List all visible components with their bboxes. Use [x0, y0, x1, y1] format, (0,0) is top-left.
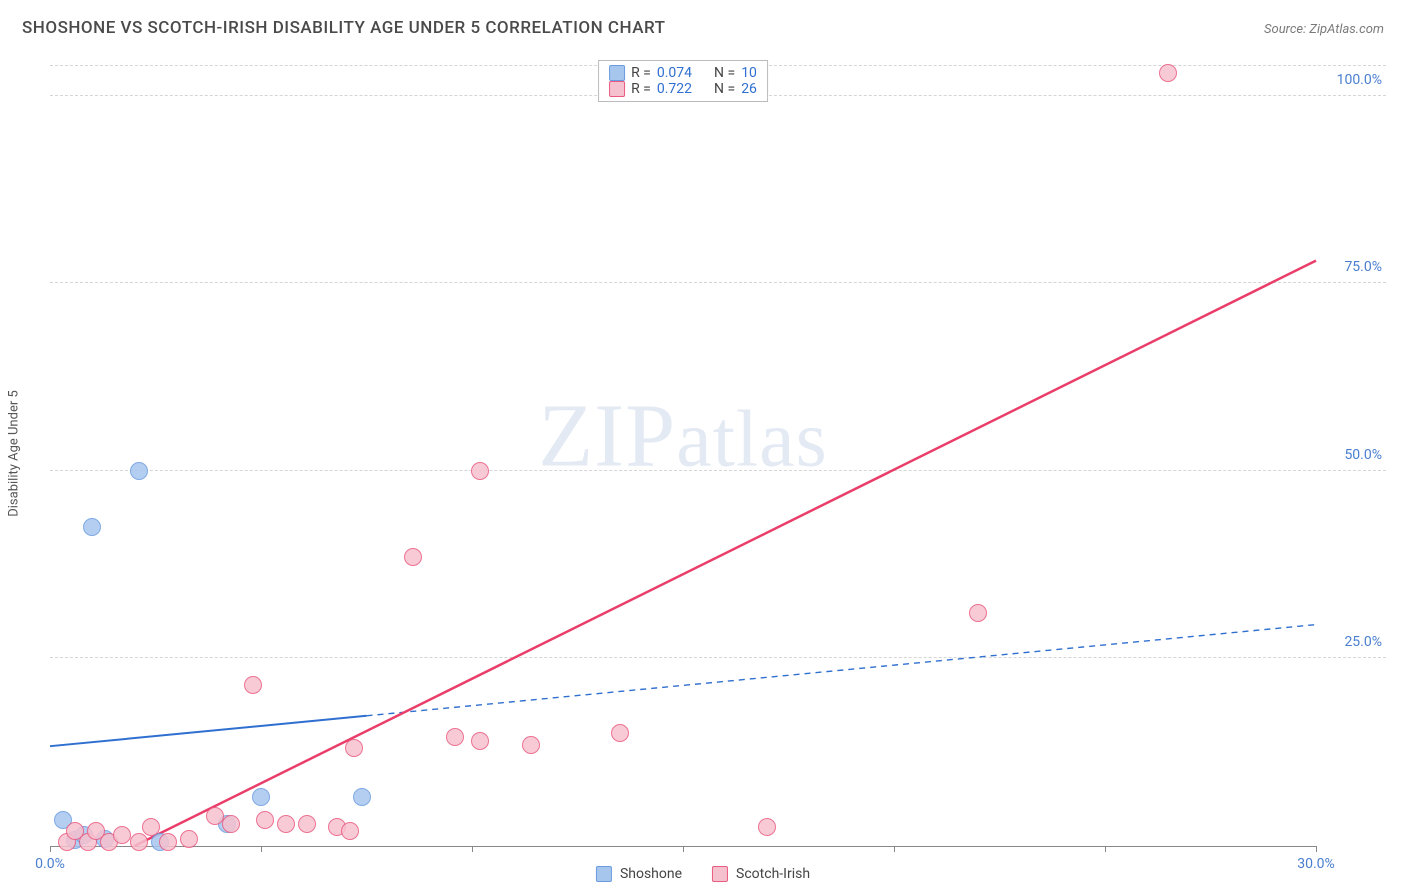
x-tick: [1105, 846, 1106, 852]
legend-item: Scotch-Irish: [712, 866, 810, 882]
x-tick: [683, 846, 684, 852]
r-value: 0.074: [657, 65, 692, 81]
legend-swatch: [609, 65, 625, 81]
legend-label: Shoshone: [620, 866, 682, 882]
data-point: [969, 604, 987, 622]
x-tick-label: 30.0%: [1297, 856, 1335, 872]
watermark: ZIPatlas: [538, 385, 828, 488]
data-point: [142, 818, 160, 836]
x-tick: [472, 846, 473, 852]
n-value: 26: [741, 81, 757, 97]
source-label: Source: ZipAtlas.com: [1264, 22, 1384, 37]
data-point: [298, 815, 316, 833]
r-label: R =: [631, 81, 651, 97]
data-point: [244, 676, 262, 694]
chart-title: SHOSHONE VS SCOTCH-IRISH DISABILITY AGE …: [22, 18, 665, 38]
n-value: 10: [741, 65, 757, 81]
data-point: [83, 518, 101, 536]
data-point: [353, 788, 371, 806]
data-point: [180, 830, 198, 848]
y-tick-label: 25.0%: [1344, 634, 1382, 650]
data-point: [522, 736, 540, 754]
data-point: [758, 818, 776, 836]
legend-bottom: Shoshone Scotch-Irish: [596, 866, 810, 882]
data-point: [222, 815, 240, 833]
x-tick: [261, 846, 262, 852]
data-point: [404, 548, 422, 566]
gridline: [50, 282, 1386, 283]
y-tick-label: 50.0%: [1344, 447, 1382, 463]
legend-item: Shoshone: [596, 866, 682, 882]
legend-stats-row: R = 0.722 N = 26: [609, 81, 757, 97]
x-tick: [1316, 846, 1317, 852]
legend-stats-row: R = 0.074 N = 10: [609, 65, 757, 81]
data-point: [130, 462, 148, 480]
trend-lines: [50, 58, 1316, 846]
data-point: [341, 822, 359, 840]
data-point: [1159, 64, 1177, 82]
legend-swatch: [609, 81, 625, 97]
legend-stats: R = 0.074 N = 10 R = 0.722 N = 26: [598, 60, 768, 102]
r-value: 0.722: [657, 81, 692, 97]
y-tick-label: 100.0%: [1337, 72, 1382, 88]
r-label: R =: [631, 65, 651, 81]
gridline: [50, 657, 1386, 658]
scatter-chart: ZIPatlas 25.0%50.0%75.0%100.0%0.0%30.0%R…: [50, 58, 1316, 847]
x-tick: [894, 846, 895, 852]
y-axis-label: Disability Age Under 5: [7, 390, 22, 517]
data-point: [471, 732, 489, 750]
data-point: [277, 815, 295, 833]
data-point: [345, 739, 363, 757]
data-point: [159, 833, 177, 851]
data-point: [471, 462, 489, 480]
data-point: [113, 826, 131, 844]
legend-label: Scotch-Irish: [736, 866, 810, 882]
data-point: [206, 807, 224, 825]
data-point: [256, 811, 274, 829]
n-label: N =: [714, 65, 735, 81]
data-point: [252, 788, 270, 806]
x-tick-label: 0.0%: [35, 856, 65, 872]
gridline: [50, 470, 1386, 471]
legend-swatch: [712, 866, 728, 882]
data-point: [130, 833, 148, 851]
x-tick: [50, 846, 51, 852]
data-point: [611, 724, 629, 742]
n-label: N =: [714, 81, 735, 97]
y-tick-label: 75.0%: [1344, 259, 1382, 275]
data-point: [446, 728, 464, 746]
legend-swatch: [596, 866, 612, 882]
